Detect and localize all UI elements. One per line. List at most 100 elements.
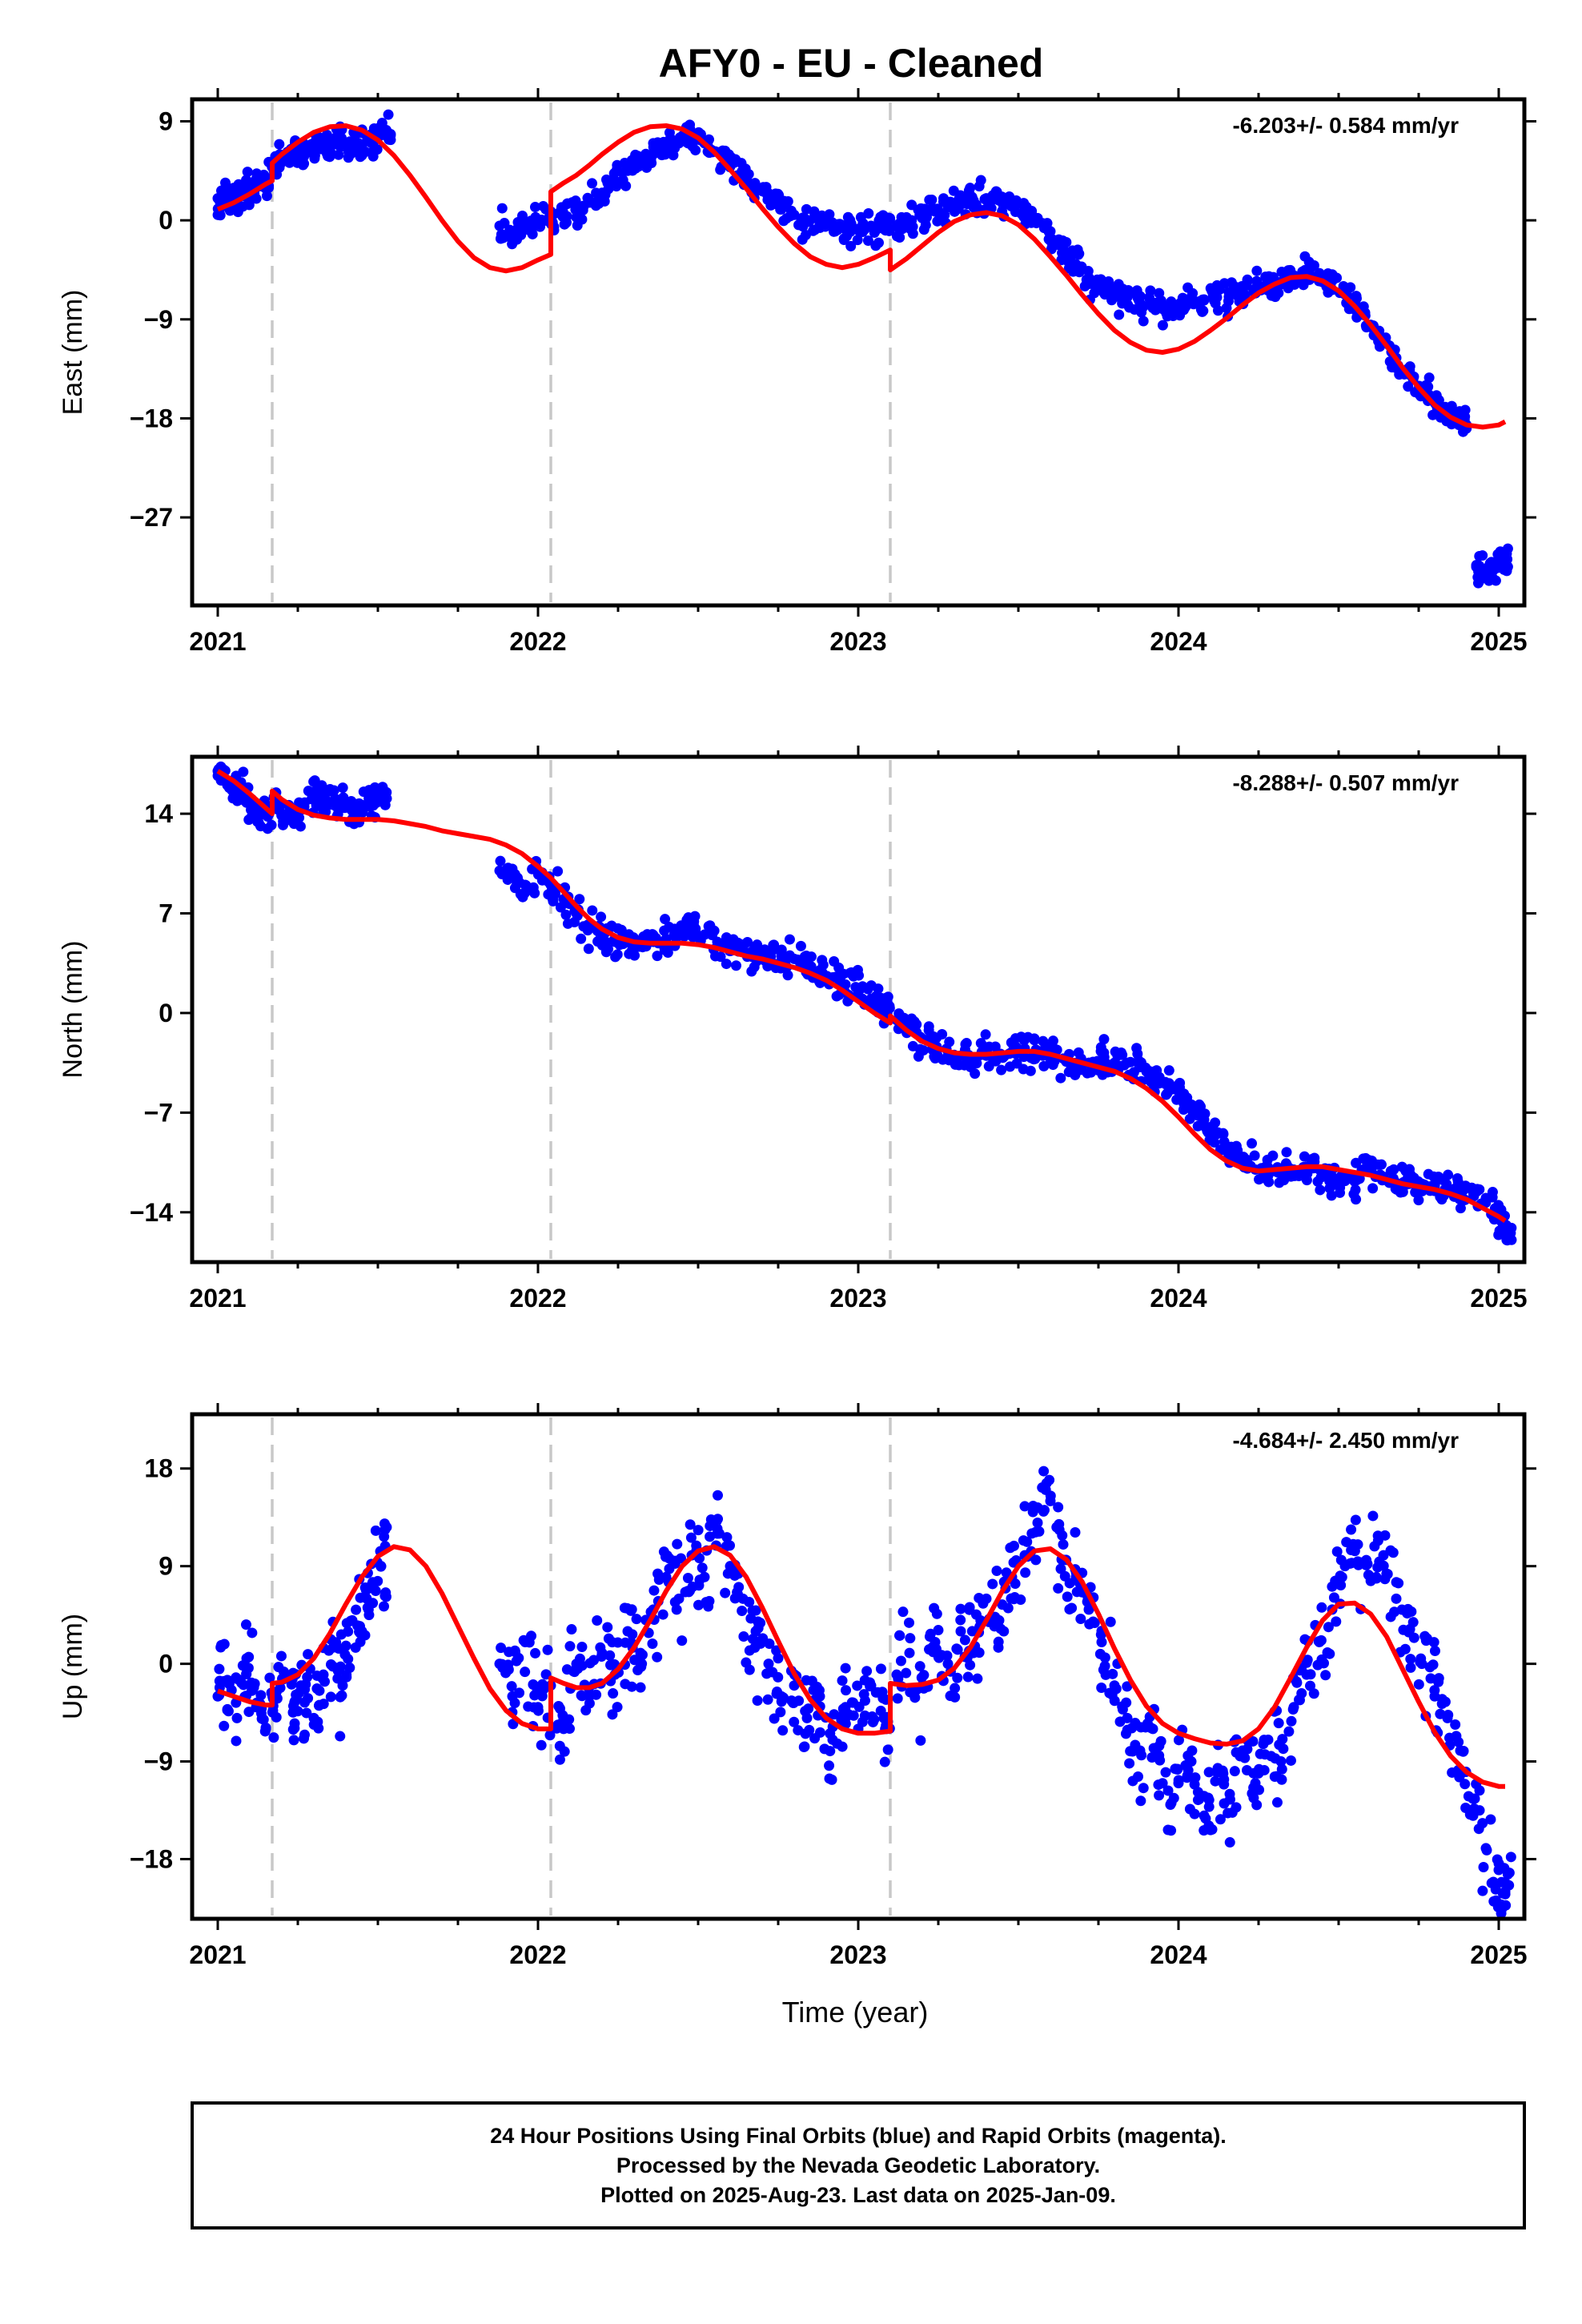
- up-data-point: [875, 1663, 886, 1675]
- east-data-point: [770, 188, 781, 199]
- up-data-point: [299, 1729, 310, 1740]
- north-data-point: [1472, 1186, 1483, 1197]
- up-data-point: [255, 1690, 267, 1701]
- up-data-point: [335, 1731, 346, 1742]
- up-data-point: [286, 1679, 297, 1690]
- north-data-point: [1117, 1049, 1128, 1060]
- up-data-point: [1379, 1574, 1391, 1585]
- up-data-point: [951, 1643, 962, 1655]
- north-data-point: [1098, 1034, 1110, 1045]
- up-data-point: [240, 1619, 251, 1630]
- up-y-tick-label: 9: [159, 1552, 173, 1581]
- up-data-point: [351, 1604, 362, 1615]
- up-data-point: [1460, 1779, 1471, 1790]
- up-data-point: [1266, 1751, 1277, 1762]
- up-data-point: [627, 1629, 638, 1640]
- up-data-point: [1160, 1767, 1171, 1778]
- up-data-point: [288, 1735, 299, 1746]
- up-data-point: [1087, 1616, 1098, 1627]
- up-data-point: [1413, 1679, 1424, 1690]
- up-data-point: [1439, 1696, 1451, 1707]
- up-data-point: [857, 1716, 868, 1727]
- north-data-point: [970, 1068, 981, 1080]
- east-data-point: [1188, 299, 1199, 310]
- up-data-point: [955, 1603, 966, 1614]
- up-data-point: [331, 1637, 342, 1648]
- up-data-point: [271, 1711, 282, 1723]
- up-data-point: [789, 1716, 800, 1727]
- east-plot-frame: [190, 97, 1527, 608]
- up-data-point: [991, 1566, 1002, 1577]
- north-data-point: [262, 823, 273, 834]
- up-data-point: [370, 1585, 381, 1596]
- north-data-point: [1199, 1108, 1211, 1120]
- up-data-point: [247, 1627, 258, 1638]
- north-data-point: [1178, 1088, 1190, 1100]
- north-data-point: [730, 960, 741, 971]
- east-data-point: [878, 211, 889, 222]
- up-data-point: [685, 1532, 697, 1543]
- north-data-point: [1249, 1150, 1260, 1161]
- east-data-point: [1423, 372, 1435, 384]
- up-data-point: [1148, 1743, 1159, 1754]
- north-data-point: [1135, 1057, 1146, 1068]
- east-data-point: [1266, 290, 1277, 301]
- east-data-point: [1433, 395, 1444, 406]
- up-data-point: [981, 1593, 992, 1604]
- east-data-point: [325, 137, 336, 148]
- east-data-point: [1484, 567, 1496, 578]
- east-data-point: [948, 185, 959, 196]
- up-data-point: [574, 1653, 585, 1664]
- up-data-point: [1276, 1763, 1287, 1775]
- north-data-point: [884, 1000, 895, 1011]
- up-data-point: [1058, 1539, 1069, 1550]
- east-data-point: [1502, 553, 1513, 565]
- up-data-point: [592, 1615, 603, 1626]
- up-data-point: [1304, 1680, 1315, 1691]
- east-y-tick-label: 9: [159, 107, 173, 135]
- east-data-point: [508, 232, 519, 243]
- east-data-point: [1404, 361, 1415, 372]
- east-data-point: [715, 164, 726, 175]
- up-data-point: [1010, 1578, 1021, 1590]
- north-data-point: [272, 804, 283, 815]
- up-data-point: [268, 1732, 279, 1743]
- east-data-point: [1239, 289, 1251, 300]
- up-data-point: [1346, 1524, 1357, 1535]
- up-data-point: [370, 1525, 381, 1536]
- up-data-point: [1485, 1814, 1496, 1825]
- up-data-point: [778, 1692, 789, 1703]
- north-data-point: [1267, 1150, 1279, 1161]
- east-data-point: [1502, 561, 1513, 573]
- up-data-point: [332, 1665, 343, 1676]
- east-data-point: [725, 152, 737, 163]
- up-data-point: [319, 1676, 331, 1687]
- north-data-point: [1279, 1175, 1290, 1186]
- north-data-point: [961, 1038, 972, 1049]
- east-data-point: [1474, 551, 1485, 562]
- north-data-point: [1435, 1192, 1446, 1203]
- up-data-point: [1173, 1775, 1184, 1786]
- east-observations: [212, 109, 1513, 589]
- up-data-point: [1224, 1837, 1235, 1848]
- up-data-point: [801, 1712, 813, 1723]
- up-data-point: [604, 1650, 616, 1661]
- up-data-point: [972, 1673, 983, 1684]
- up-data-point: [763, 1659, 774, 1670]
- up-data-point: [769, 1713, 780, 1724]
- up-data-point: [1124, 1758, 1135, 1769]
- up-data-point: [806, 1675, 817, 1687]
- east-data-point: [1045, 226, 1056, 237]
- up-data-point: [1429, 1646, 1440, 1657]
- east-data-point: [1351, 291, 1362, 302]
- up-data-point: [895, 1655, 906, 1667]
- up-y-tick-label: −18: [130, 1844, 173, 1873]
- north-data-point: [1423, 1168, 1434, 1180]
- north-data-point: [1375, 1159, 1387, 1170]
- up-data-point: [657, 1609, 669, 1620]
- north-data-point: [252, 816, 263, 827]
- north-data-point: [294, 812, 305, 823]
- east-data-point: [829, 226, 841, 237]
- up-data-point: [1308, 1688, 1319, 1699]
